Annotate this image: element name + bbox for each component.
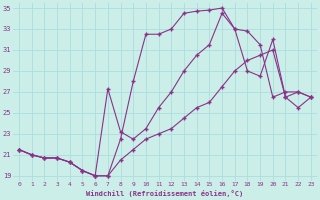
X-axis label: Windchill (Refroidissement éolien,°C): Windchill (Refroidissement éolien,°C)	[86, 190, 244, 197]
